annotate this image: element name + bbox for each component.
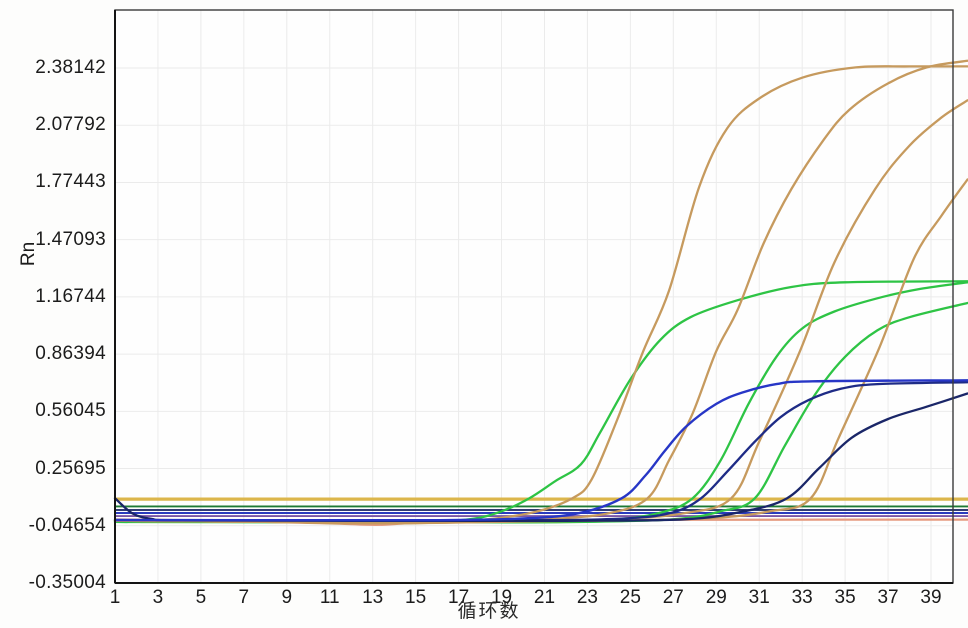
- x-tick-label: 5: [195, 587, 207, 608]
- x-tick-label: 27: [662, 587, 684, 608]
- x-tick-label: 7: [238, 587, 250, 608]
- x-tick-label: 9: [281, 587, 293, 608]
- y-tick-label: 0.86394: [35, 343, 106, 365]
- x-tick-label: 33: [791, 587, 813, 608]
- x-tick-label: 15: [405, 587, 427, 608]
- x-tick-label: 17: [448, 587, 470, 608]
- x-tick-label: 35: [834, 587, 856, 608]
- x-tick-label: 29: [705, 587, 727, 608]
- y-tick-label: 1.16744: [35, 285, 106, 307]
- x-tick-label: 37: [877, 587, 899, 608]
- y-tick-label: -0.35004: [28, 572, 106, 593]
- x-tick-label: 3: [152, 587, 164, 608]
- x-axis-title: 循环数: [457, 601, 521, 622]
- x-tick-label: 25: [619, 587, 641, 608]
- y-tick-label: 1.47093: [35, 228, 106, 250]
- y-tick-label: 2.07792: [35, 114, 106, 136]
- x-tick-label: 21: [533, 587, 556, 608]
- y-tick-label: 0.25695: [35, 457, 106, 479]
- x-tick-label: 39: [920, 587, 942, 608]
- y-tick-label: 1.77443: [35, 171, 106, 193]
- amplification-curve-orange-4: [113, 178, 968, 525]
- x-tick-label: 13: [362, 587, 384, 608]
- y-tick-label: 0.56045: [35, 400, 106, 422]
- y-axis-title: Rn: [18, 241, 39, 267]
- y-tick-label: 2.38142: [35, 57, 106, 79]
- x-tick-label: 23: [576, 587, 598, 608]
- amplification-curve-blue-1: [113, 379, 968, 522]
- y-tick-label: -0.04654: [28, 514, 106, 536]
- x-tick-label: 19: [490, 587, 513, 608]
- x-tick-label: 31: [748, 587, 770, 608]
- x-tick-label: 11: [319, 587, 340, 608]
- x-tick-label: 1: [109, 587, 121, 608]
